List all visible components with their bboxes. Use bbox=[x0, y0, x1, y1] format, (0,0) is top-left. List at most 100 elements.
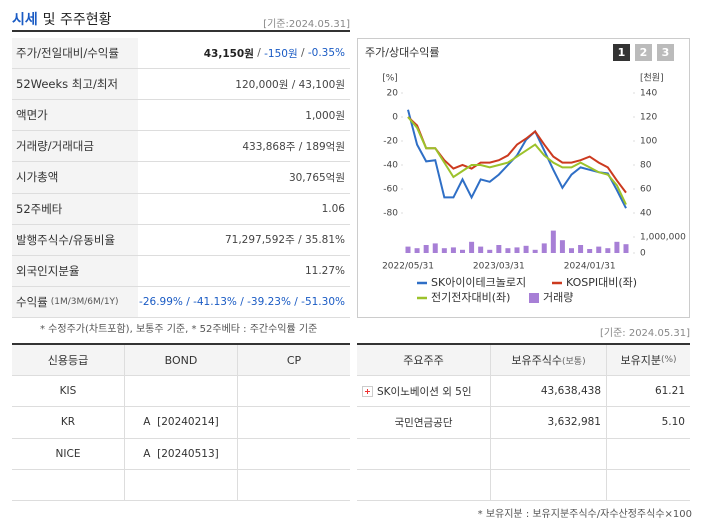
volume-bar bbox=[614, 241, 620, 253]
y-tick-label: 0 bbox=[392, 113, 398, 123]
volume-bar bbox=[605, 248, 611, 253]
header-rule bbox=[12, 30, 350, 32]
page-title: 시세 및 주주현황 bbox=[12, 9, 112, 29]
volume-bar bbox=[487, 249, 493, 253]
quote-table: 주가/전일대비/수익률 43,150원 / -150원 / -0.35% 52Wee… bbox=[12, 38, 350, 318]
legend-label: 전기전자대비(좌) bbox=[431, 291, 510, 304]
chart-button-label: 2 bbox=[640, 46, 648, 59]
row-value: 43,150원 / -150원 / -0.35% bbox=[138, 38, 350, 70]
y2-tick-label: 120 bbox=[640, 113, 657, 123]
cell-text: NICE bbox=[55, 447, 81, 460]
volume-bar bbox=[569, 248, 574, 253]
chart-button[interactable] bbox=[635, 44, 652, 61]
table-cell bbox=[357, 470, 490, 501]
volume-bar bbox=[541, 243, 547, 253]
volume-bar bbox=[532, 249, 538, 253]
row-value: -26.99% / -41.13% / -39.23% / -51.30% bbox=[138, 287, 350, 318]
volume-bar bbox=[587, 249, 593, 253]
legend-swatch bbox=[529, 293, 539, 303]
header-text: 보유지분 bbox=[620, 354, 661, 368]
row-label: 52Weeks 최고/최저 bbox=[12, 69, 138, 101]
label-text: 52Weeks 최고/최저 bbox=[16, 77, 118, 92]
volume-tick-label: 0 bbox=[640, 249, 646, 259]
table-cell: 61.21 bbox=[606, 376, 690, 408]
cell-text: KR bbox=[60, 416, 76, 429]
value-part: / bbox=[253, 47, 265, 60]
volume-bar bbox=[478, 246, 484, 253]
value-part: -0.35% bbox=[307, 47, 345, 60]
chart-button[interactable] bbox=[613, 44, 630, 61]
row-label: 수익률 (1M/3M/6M/1Y) bbox=[12, 286, 138, 318]
chart-button-label: 1 bbox=[618, 46, 626, 59]
cell-text: SK이노베이션 외 5인 bbox=[377, 385, 472, 398]
value-part: 1.06 bbox=[321, 202, 345, 215]
rating-table: 신용등급 BOND CP KIS KR A [20240214] NICE A [202405… bbox=[12, 343, 350, 502]
volume-bar bbox=[469, 241, 475, 253]
value-part: 11.27% bbox=[304, 264, 345, 277]
chart-button[interactable] bbox=[657, 44, 674, 61]
label-text: 주가/전일대비/수익률 bbox=[16, 46, 119, 61]
series-line bbox=[407, 116, 627, 206]
cell-text: KIS bbox=[59, 385, 77, 398]
label-text: 52주베타 bbox=[16, 201, 63, 216]
header-cell: 주요주주 bbox=[357, 345, 490, 377]
y2-tick-label: 100 bbox=[640, 137, 657, 147]
value-part: -26.99% / -41.13% / -39.23% / -51.30% bbox=[139, 295, 345, 308]
date: [기준:2024.05.31] bbox=[263, 19, 350, 30]
table-cell: 43,638,438 bbox=[490, 376, 606, 408]
header-note: (보통) bbox=[562, 356, 586, 367]
row-value: 11.27% bbox=[138, 256, 350, 287]
y2-tick-label: 140 bbox=[640, 89, 657, 99]
legend-label: KOSPI대비(좌) bbox=[566, 276, 637, 289]
row-value: 71,297,592주 / 35.81% bbox=[138, 225, 350, 256]
table-cell bbox=[490, 469, 606, 501]
volume-bar bbox=[441, 248, 447, 253]
header-cell: 보유지분 (%) bbox=[606, 345, 690, 377]
volume-bar bbox=[578, 245, 584, 253]
value-part: 433,868주 / 189억원 bbox=[242, 140, 345, 153]
volume-bar bbox=[523, 245, 529, 253]
table-cell bbox=[237, 376, 350, 408]
y-tick-label: -80 bbox=[383, 209, 398, 219]
y2-tick-label: 40 bbox=[640, 209, 652, 219]
x-tick-label: 2024/01/31 bbox=[564, 262, 616, 272]
row-value: 1.06 bbox=[138, 194, 350, 225]
header-cell: 신용등급 bbox=[12, 345, 124, 377]
chart-title: 주가/상대수익률 bbox=[365, 46, 440, 59]
series-line bbox=[407, 109, 627, 209]
row-label: 거래량/거래대금 bbox=[12, 131, 138, 163]
value-part: / bbox=[297, 47, 308, 60]
row-value: 433,868주 / 189억원 bbox=[138, 131, 350, 163]
table-cell bbox=[124, 376, 237, 408]
volume-bar bbox=[596, 246, 602, 253]
x-tick-label: 2023/03/31 bbox=[473, 262, 525, 272]
chart-panel bbox=[357, 38, 690, 318]
volume-bar bbox=[559, 240, 565, 253]
row-value: 1,000원 bbox=[138, 100, 350, 132]
row-value: 30,765억원 bbox=[138, 162, 350, 194]
value-part: -150원 bbox=[264, 47, 298, 60]
value-part: 120,000원 / 43,100원 bbox=[235, 78, 345, 91]
row-label: 52주베타 bbox=[12, 193, 138, 225]
volume-bar bbox=[423, 245, 429, 253]
volume-bar bbox=[505, 248, 511, 253]
legend-label: 거래량 bbox=[543, 291, 573, 304]
expand-icon[interactable] bbox=[362, 385, 373, 397]
volume-bar bbox=[450, 247, 456, 253]
label-text: 액면가 bbox=[16, 108, 48, 123]
header-text: 보유주식수 bbox=[511, 354, 562, 368]
header-cell: 보유주식수 (보통) bbox=[490, 345, 606, 377]
y2-tick-label: 80 bbox=[640, 161, 652, 171]
cell-text: 43,638,438 bbox=[540, 385, 601, 398]
volume-bar bbox=[432, 243, 438, 253]
y2-tick-label: 60 bbox=[640, 185, 652, 195]
table-cell: KIS bbox=[12, 376, 124, 408]
header-cell: CP bbox=[237, 345, 350, 377]
volume-bar bbox=[405, 246, 411, 253]
cell-text: A [20240513] bbox=[143, 447, 219, 460]
header-text: 신용등급 bbox=[47, 354, 89, 368]
cell-text: 3,632,981 bbox=[547, 416, 601, 429]
value-part: 71,297,592주 / 35.81% bbox=[224, 234, 345, 247]
volume-bar bbox=[414, 248, 420, 253]
